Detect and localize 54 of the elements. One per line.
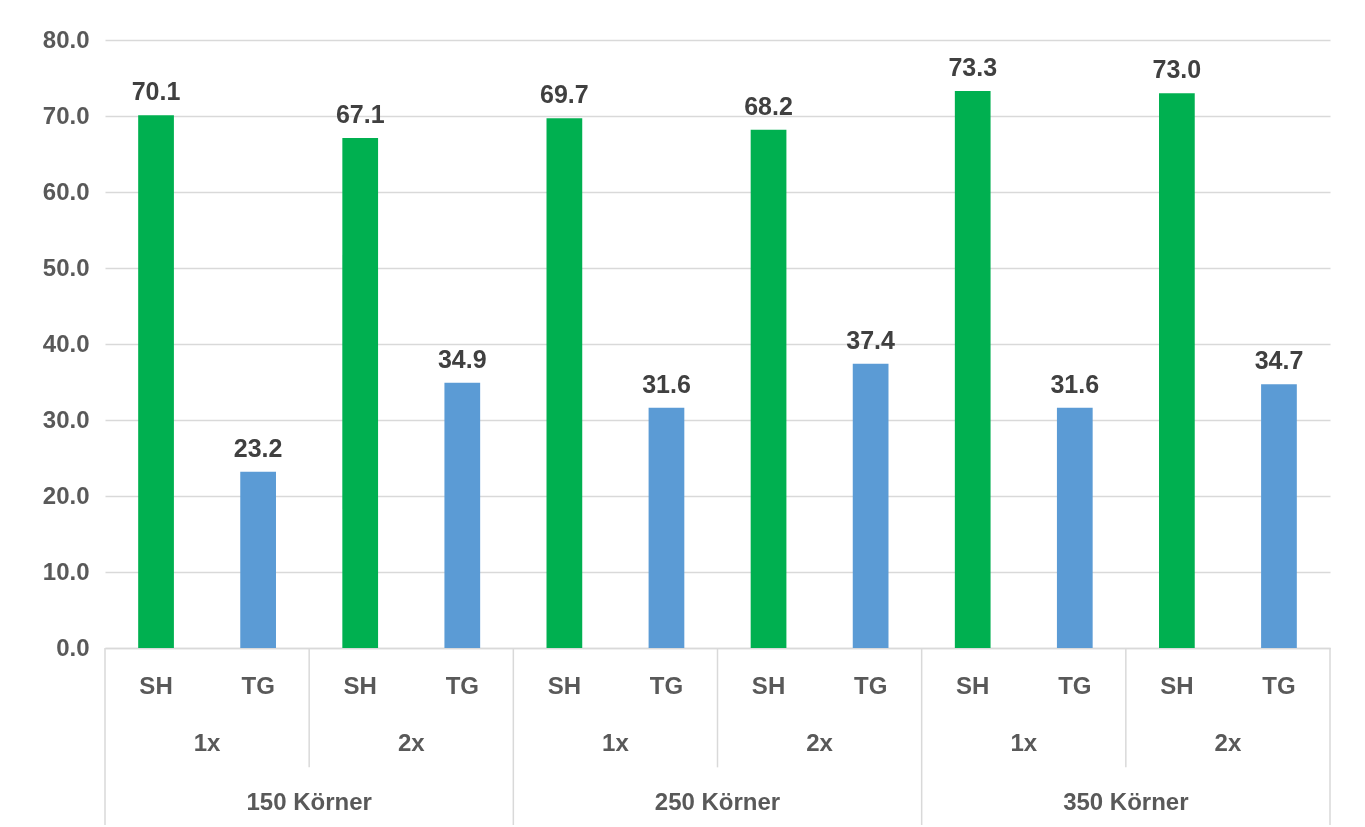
data-label: 68.2 — [744, 91, 793, 120]
text: 1x — [1010, 728, 1038, 756]
text: 1x — [193, 728, 222, 756]
bar — [1056, 407, 1093, 648]
bar — [750, 129, 787, 648]
data-label: 67.1 — [335, 100, 385, 129]
x-tick-label: TG — [1262, 671, 1296, 699]
x-tick-label: SH — [547, 671, 582, 699]
x-tick-label: SH — [751, 671, 786, 699]
data-label: 23.2 — [233, 433, 283, 462]
y-tick-label: 30.0 — [42, 405, 90, 433]
data-label: 37.4 — [846, 325, 896, 354]
y-tick-label: 20.0 — [42, 481, 90, 509]
bar — [240, 471, 276, 648]
text: 2x — [1214, 728, 1242, 756]
data-label: 73.0 — [1152, 55, 1202, 84]
text: 350 Körner — [1063, 788, 1189, 816]
data-label: 69.7 — [540, 80, 589, 109]
x-tick-label: TG — [649, 671, 684, 699]
data-label: 31.6 — [1050, 369, 1100, 398]
y-tick-label: 60.0 — [42, 177, 90, 205]
x-tick-label: SH — [1160, 671, 1194, 699]
x-tick-label: TG — [1058, 671, 1092, 699]
x-tick-label: SH — [956, 671, 990, 699]
bar — [342, 138, 379, 648]
bar — [648, 407, 685, 648]
bar — [546, 118, 583, 648]
data-label: 34.9 — [437, 344, 487, 373]
text: 2x — [397, 728, 426, 756]
data-label: 70.1 — [131, 77, 181, 106]
bar — [1159, 93, 1195, 648]
bar — [954, 90, 991, 648]
x-tick-label: SH — [139, 671, 173, 699]
x-tick-label: SH — [343, 671, 377, 699]
y-tick-label: 50.0 — [42, 253, 90, 281]
data-label: 73.3 — [948, 52, 998, 81]
y-tick-label: 40.0 — [42, 329, 90, 357]
text: 2x — [806, 728, 834, 756]
bar — [138, 115, 174, 648]
x-tick-label: TG — [241, 671, 275, 699]
x-tick-label: TG — [853, 671, 888, 699]
x-tick-label: TG — [445, 671, 479, 699]
bar — [852, 363, 889, 648]
y-tick-label: 0.0 — [56, 633, 90, 661]
text: 250 Körner — [654, 788, 781, 816]
data-label: 31.6 — [642, 369, 691, 398]
y-tick-label: 10.0 — [42, 557, 90, 585]
y-tick-label: 80.0 — [42, 25, 90, 53]
y-tick-label: 70.0 — [42, 101, 90, 129]
bar — [444, 382, 481, 648]
data-label: 34.7 — [1254, 346, 1304, 375]
bar — [1261, 384, 1297, 648]
text: 1x — [602, 728, 630, 756]
text: 150 Körner — [246, 788, 372, 816]
